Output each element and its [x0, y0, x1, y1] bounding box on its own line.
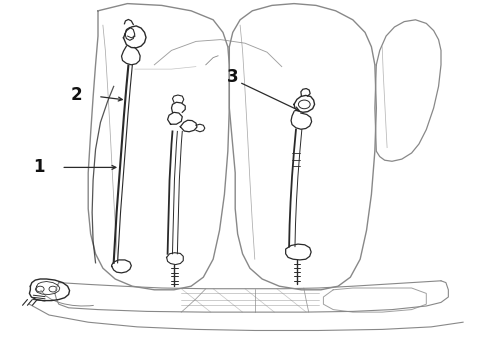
Text: 3: 3	[227, 68, 239, 86]
Text: 2: 2	[70, 86, 82, 104]
Text: 1: 1	[33, 158, 45, 176]
